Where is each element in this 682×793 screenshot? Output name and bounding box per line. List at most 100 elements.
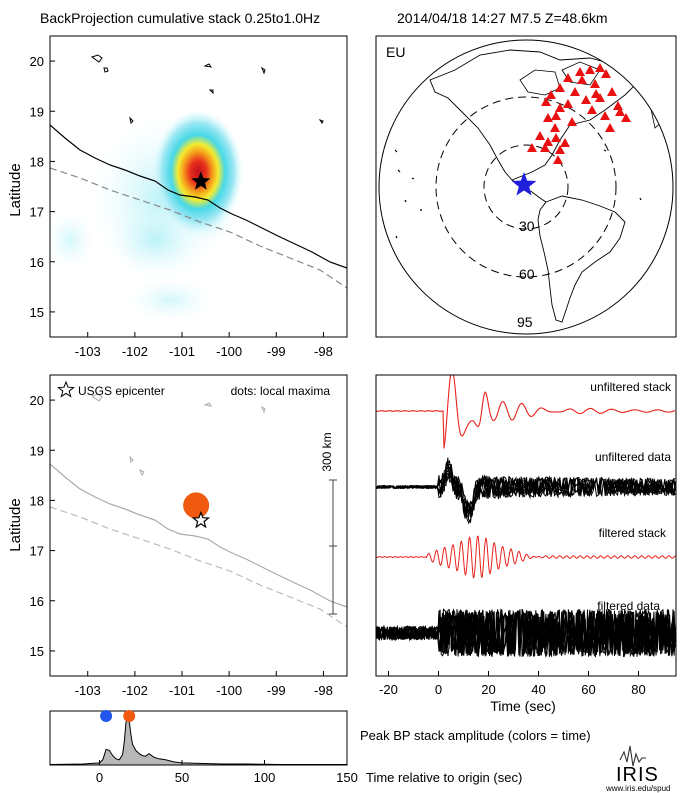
station-triangle [615,107,625,116]
label-filtered-stack: filtered stack [599,526,667,540]
station-triangle [555,145,565,154]
ytick-label: 17 [30,544,44,559]
station-triangle [575,67,585,76]
station-triangle [550,123,560,132]
amplitude-caption: Peak BP stack amplitude (colors = time) [360,728,591,743]
xtick-label: -99 [267,683,286,698]
seismogram-traces [376,375,676,658]
station-triangle [590,79,600,88]
iris-logo: IRIS www.iris.edu/spud [605,745,670,793]
station-triangle [577,75,587,84]
unfiltered-data-trace [376,469,676,515]
station-triangle [613,101,623,110]
filtered-data-trace [376,608,676,657]
early-time-marker [100,710,113,722]
station-markers [527,63,631,164]
bottom-epicenter-star-icon [191,510,211,529]
station-triangle [563,73,573,82]
station-triangle [546,90,556,99]
top-map-frame [49,35,348,338]
amplitude-frame [49,710,348,766]
amplitude-area [50,712,347,765]
xtick-label: 0 [435,682,442,697]
station-triangle [551,133,561,142]
station-triangle [567,117,577,126]
ring-label-30: 30 [519,218,535,234]
unfiltered-data-trace [376,466,676,525]
globe-outline [378,39,674,335]
amplitude-xticks: 0 50 100 150 [96,760,358,785]
globe-label: EU [386,44,405,60]
station-triangle [605,123,615,132]
unfiltered-data-trace [376,466,676,518]
legend-dots-label: dots: local maxima [231,384,331,398]
station-triangle [555,83,565,92]
local-maximum-dot [183,492,210,519]
globe-frame [375,35,677,338]
filtered-stack-trace [376,535,676,579]
station-triangle [551,111,561,120]
logo-name: IRIS [616,764,659,786]
station-triangle [527,143,537,152]
scale-bar [329,479,337,615]
xtick-label: -101 [169,344,195,359]
globe-panel: EU 30 60 95 [375,35,677,338]
station-triangle [540,143,550,152]
ytick-label: 15 [30,644,44,659]
xtick-label: -20 [379,682,398,697]
xtick-label: 100 [254,770,276,785]
xtick-label: 150 [336,770,358,785]
top-map-xticks: -103 -102 -101 -100 -99 -98 [75,332,333,359]
station-triangle [587,105,597,114]
station-triangle [553,155,563,164]
ytick-label: 16 [30,594,44,609]
station-triangle [595,63,605,72]
xtick-label: 40 [531,682,545,697]
peak-time-marker [123,710,136,722]
xtick-label: 80 [631,682,645,697]
station-triangle [560,138,570,147]
amplitude-xlabel: Time relative to origin (sec) [366,770,522,785]
station-triangle [535,131,545,140]
ytick-label: 20 [30,393,44,408]
coastline-gray [50,463,347,608]
ytick-label: 18 [30,493,44,508]
ytick-label: 15 [30,305,44,320]
amplitude-panel: 0 50 100 150 Peak BP stack amplitude (color… [49,710,591,785]
station-triangle [543,137,553,146]
bottom-map-panel: USGS epicenter dots: local maxima 300 km… [7,374,348,698]
xtick-label: -103 [75,344,101,359]
station-triangle [591,89,601,98]
xtick-label: -102 [122,683,148,698]
globe-epicenter-star-icon [511,172,537,196]
ytick-label: 19 [30,104,44,119]
label-unfiltered-stack: unfiltered stack [590,380,672,394]
ring-label-95: 95 [517,314,533,330]
unfiltered-stack-trace [376,375,676,449]
xtick-label: -103 [75,683,101,698]
station-triangle [570,87,580,96]
scale-bar-label: 300 km [320,432,334,471]
ytick-label: 18 [30,154,44,169]
legend-epicenter-label: USGS epicenter [78,384,165,398]
traces-xlabel: Time (sec) [490,698,556,714]
ytick-label: 20 [30,54,44,69]
station-triangle [563,99,573,108]
xtick-label: 50 [175,770,189,785]
label-unfiltered-data: unfiltered data [595,450,671,464]
xtick-label: -100 [216,344,242,359]
traces-xticks: -20 0 20 40 60 80 [379,671,646,697]
label-filtered-data: filtered data [597,599,660,613]
traces-frame [375,374,677,677]
bottom-map-ylabel: Latitude [7,498,24,551]
legend-star-icon [57,380,75,398]
station-triangle [621,113,631,122]
bottom-map-xticks: -103 -102 -101 -100 -99 -98 [75,671,333,698]
traces-panel: unfiltered stack unfiltered data filtere… [375,374,677,714]
top-map-ylabel: Latitude [7,163,24,216]
seismogram-icon [619,745,646,767]
station-triangle [543,113,553,122]
ring-label-60: 60 [519,266,535,282]
station-triangle [555,103,565,112]
